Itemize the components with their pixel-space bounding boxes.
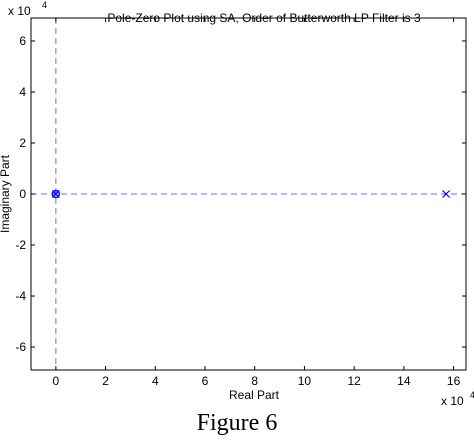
x-tick-label: 0 (53, 374, 60, 388)
y-exponent-power: 4 (42, 0, 47, 10)
x-axis-label: Real Part (229, 388, 280, 402)
x-tick-label: 12 (347, 374, 361, 388)
y-tick-label: 6 (19, 34, 26, 48)
y-tick-label: -6 (15, 340, 26, 354)
y-tick-label: 4 (19, 85, 26, 99)
y-tick-label: -4 (15, 289, 26, 303)
x-tick-label: 6 (202, 374, 209, 388)
x-exponent-base: x 10 (441, 394, 464, 408)
x-tick-label: 2 (102, 374, 109, 388)
y-tick-label: 0 (19, 187, 26, 201)
y-tick-label: -2 (15, 238, 26, 252)
y-exponent-label: x 10 4 (8, 0, 47, 18)
y-axis-label: Imaginary Part (0, 154, 12, 233)
x-tick-label: 8 (251, 374, 258, 388)
zero-marker (51, 189, 60, 199)
x-tick-label: 10 (298, 374, 312, 388)
x-exponent-label: x 10 4 (441, 390, 474, 408)
x-tick-label: 14 (397, 374, 411, 388)
figure-caption: Figure 6 (196, 410, 278, 436)
y-tick-label: 2 (19, 136, 26, 150)
pole-marker (442, 190, 451, 198)
x-tick-label: 16 (447, 374, 461, 388)
x-exponent-power: 4 (470, 390, 474, 400)
y-exponent-base: x 10 (8, 4, 31, 18)
x-tick-label: 4 (152, 374, 159, 388)
plot-area: 0 2 4 6 8 10 12 14 16 -6 -4 -2 0 2 4 6 (15, 17, 467, 388)
